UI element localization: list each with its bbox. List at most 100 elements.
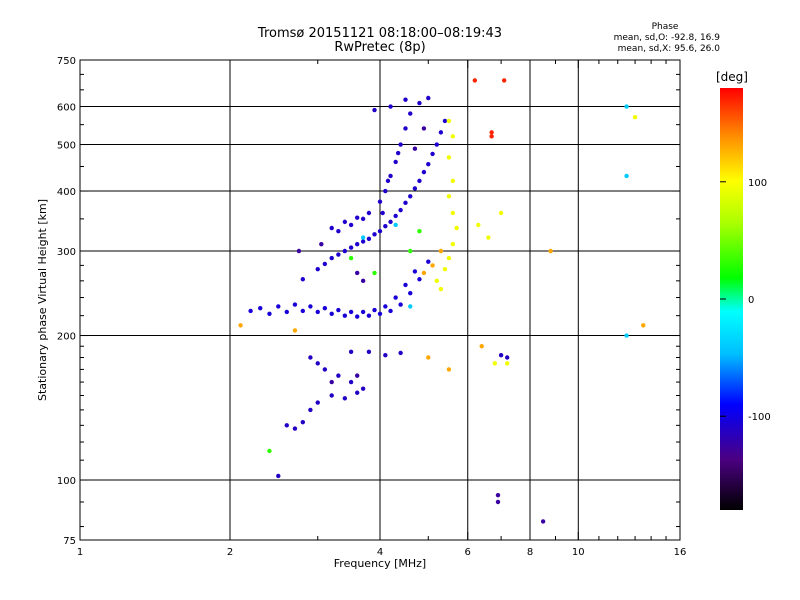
data-point (486, 235, 491, 240)
data-point (540, 519, 546, 524)
data-point (385, 178, 391, 184)
x-tick-label: 16 (674, 547, 687, 558)
data-point (446, 118, 452, 124)
data-point (489, 130, 494, 135)
data-point (450, 241, 456, 247)
data-point (292, 302, 298, 307)
data-point (417, 277, 422, 282)
data-point (336, 307, 341, 313)
data-point (408, 194, 413, 199)
data-point (360, 216, 366, 222)
data-point (383, 352, 388, 358)
colorbar-tick-label: 0 (748, 295, 754, 306)
data-point (492, 361, 498, 366)
x-axis-label: Frequency [MHz] (334, 557, 426, 570)
data-point (450, 210, 456, 216)
data-point (336, 373, 341, 378)
data-point (360, 239, 366, 244)
data-point (354, 314, 360, 319)
data-point (380, 210, 385, 216)
data-point (403, 282, 408, 288)
data-point (398, 302, 403, 307)
data-point (377, 228, 383, 234)
data-point (421, 126, 427, 131)
data-point (442, 118, 448, 124)
chart-subtitle: RwPretec (8p) (334, 40, 426, 55)
colorbar-ticks: 100 0 -100 (720, 178, 771, 423)
phase-stats-header: Phase (651, 22, 679, 32)
data-point (632, 115, 638, 120)
colorbar-tick-label: -100 (748, 412, 771, 423)
data-point (624, 173, 629, 179)
data-point (348, 379, 354, 385)
colorbar-label: [deg] (716, 70, 748, 84)
data-point (426, 95, 431, 101)
data-point (446, 155, 452, 160)
data-point (354, 270, 360, 276)
data-point (426, 161, 431, 167)
data-point (319, 241, 324, 247)
data-point (442, 266, 448, 272)
data-point (426, 259, 431, 264)
y-tick-label: 400 (57, 187, 76, 198)
data-point (258, 306, 263, 311)
data-point (300, 419, 306, 425)
data-point (408, 291, 413, 296)
data-point (479, 344, 484, 349)
data-point (417, 178, 422, 184)
data-point (498, 352, 504, 358)
data-point (446, 194, 452, 199)
data-point (372, 232, 377, 237)
data-point (434, 278, 439, 284)
data-point (398, 142, 403, 147)
data-point (248, 308, 253, 314)
data-point (329, 379, 334, 385)
data-point (342, 313, 348, 318)
phase-stats-x: mean, sd,X: 95.6, 26.0 (617, 44, 720, 54)
data-point (292, 328, 298, 333)
data-point (292, 426, 298, 431)
data-point (336, 228, 341, 234)
data-point (408, 111, 413, 116)
data-point (398, 350, 403, 356)
data-point (372, 307, 377, 313)
grid-lines (80, 60, 680, 540)
data-point (300, 308, 306, 314)
data-point (393, 159, 398, 165)
data-point (430, 151, 435, 157)
data-point (504, 361, 510, 366)
x-tick-label: 1 (77, 547, 83, 558)
data-point (360, 235, 366, 240)
data-point (366, 236, 372, 242)
data-point (403, 97, 408, 102)
data-point (388, 219, 393, 225)
data-point (408, 304, 413, 309)
data-point (495, 492, 501, 498)
data-point (450, 134, 456, 139)
data-point (267, 311, 272, 316)
data-point (398, 207, 403, 213)
data-point (383, 188, 388, 194)
data-point (412, 186, 418, 191)
data-point (438, 286, 444, 292)
data-point (417, 228, 422, 234)
colorbar-tick-label: 100 (748, 178, 767, 189)
data-points (238, 78, 646, 524)
data-point (388, 104, 393, 109)
data-point (372, 270, 377, 276)
data-point (388, 173, 393, 179)
data-point (354, 390, 360, 395)
data-point (308, 355, 313, 360)
data-point (308, 407, 313, 413)
data-point (408, 248, 413, 254)
data-point (300, 277, 306, 282)
data-point (412, 269, 418, 274)
data-point (393, 213, 398, 219)
data-point (315, 266, 320, 272)
data-point (377, 311, 383, 316)
data-point (366, 210, 372, 216)
data-point (366, 349, 372, 354)
data-point (472, 78, 478, 83)
data-point (454, 225, 459, 231)
data-point (329, 311, 334, 316)
